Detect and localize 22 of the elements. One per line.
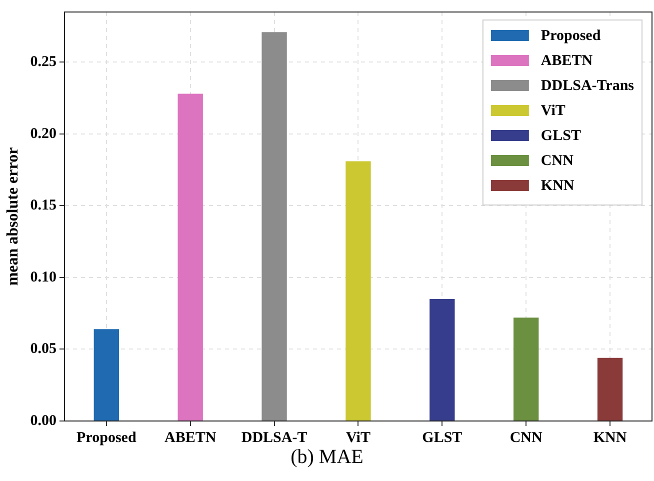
- x-tick-label: DDLSA-T: [241, 430, 308, 446]
- legend-label: GLST: [540, 128, 581, 144]
- legend-label: CNN: [540, 152, 574, 169]
- legend-label: Proposed: [540, 28, 602, 44]
- x-tick-label: ABETN: [164, 430, 216, 446]
- x-tick-label: GLST: [422, 430, 462, 446]
- y-tick-label: 0.05: [30, 341, 56, 358]
- legend-label: KNN: [540, 178, 574, 194]
- legend-label: ViT: [540, 102, 566, 119]
- x-tick-label: Proposed: [76, 430, 137, 446]
- y-tick-label: 0.20: [30, 126, 56, 142]
- x-tick-label: CNN: [510, 430, 543, 446]
- legend-label: DDLSA-Trans: [540, 78, 634, 94]
- x-tick-label: ViT: [346, 430, 370, 446]
- y-tick-label: 0.25: [30, 54, 56, 70]
- x-tick-label: KNN: [593, 430, 627, 446]
- y-axis-title: mean absolute error: [4, 147, 22, 286]
- text: (b) MAE: [290, 446, 364, 469]
- y-tick-label: 0.10: [30, 269, 56, 286]
- y-tick-label: 0.15: [30, 198, 56, 214]
- legend-label: ABETN: [540, 52, 593, 69]
- y-tick-label: 0.00: [30, 412, 56, 429]
